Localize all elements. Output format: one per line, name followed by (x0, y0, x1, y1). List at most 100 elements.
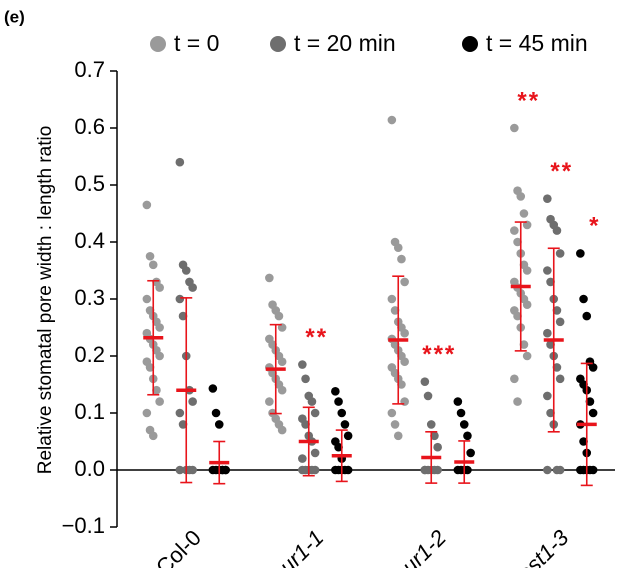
data-point (298, 454, 307, 463)
data-point (145, 251, 155, 261)
data-point (519, 340, 529, 349)
y-tick-label: 0.5 (74, 171, 105, 196)
x-tick-label: mur1-2 (384, 525, 451, 568)
y-tick-label: −0.1 (62, 513, 105, 538)
data-point (576, 249, 585, 258)
y-tick-label: 0.2 (74, 342, 105, 367)
significance: ** (550, 158, 573, 185)
y-axis-label: Relative stomatal pore width : length ra… (35, 126, 56, 475)
data-point (298, 360, 307, 369)
data-point (301, 420, 310, 429)
significance: *** (422, 341, 456, 368)
data-point (433, 442, 442, 452)
data-point (208, 384, 218, 393)
data-point (298, 465, 307, 475)
data-point (340, 420, 350, 429)
legend-label: t = 0 (174, 30, 219, 56)
data-point (397, 254, 406, 264)
data-point (390, 306, 400, 315)
data-point (466, 448, 475, 458)
data-point (188, 465, 197, 475)
data-point (148, 260, 158, 270)
data-point (423, 391, 433, 401)
data-point (142, 200, 152, 210)
y-tick-label: 0.4 (74, 228, 105, 253)
data-point (214, 420, 224, 429)
legend-label: t = 20 min (294, 30, 396, 56)
data-point (513, 237, 522, 247)
x-tick-label: Col-0 (151, 525, 206, 568)
data-point (152, 385, 161, 395)
data-point (155, 351, 164, 361)
data-point (588, 363, 598, 372)
data-point (453, 397, 463, 406)
data-point (588, 465, 598, 475)
data-point (310, 465, 320, 475)
data-point (155, 323, 164, 332)
data-point (277, 357, 287, 367)
y-tick-label: 0.0 (74, 456, 105, 481)
data-point (343, 465, 353, 475)
x-tick-label: ost1-3 (512, 524, 573, 568)
data-point (433, 465, 442, 475)
data-point (331, 387, 340, 396)
legend-marker (150, 36, 166, 52)
data-point (456, 408, 466, 418)
data-point (555, 249, 565, 258)
data-point (387, 115, 397, 125)
data-point (393, 243, 403, 252)
data-point (582, 311, 592, 321)
data-point (426, 420, 436, 429)
y-tick-label: 0.3 (74, 285, 105, 310)
data-point (175, 408, 185, 418)
data-point (510, 123, 519, 133)
data-point (543, 194, 552, 203)
data-point (277, 425, 287, 435)
significance: ** (517, 87, 540, 114)
data-point (463, 465, 472, 475)
data-point (337, 408, 347, 418)
data-point (265, 397, 274, 406)
data-point (265, 273, 274, 283)
data-point (310, 408, 320, 418)
data-point (510, 374, 519, 384)
data-point (420, 465, 430, 475)
data-point (307, 397, 317, 406)
data-point (463, 431, 472, 441)
data-point (277, 385, 287, 395)
data-point (188, 397, 197, 406)
data-point (585, 397, 595, 406)
data-point (211, 408, 221, 418)
data-point (334, 442, 343, 452)
data-point (516, 192, 526, 201)
data-point (555, 374, 565, 384)
data-point (543, 391, 552, 401)
data-point (390, 420, 400, 429)
x-tick-label: mur1-1 (261, 525, 328, 568)
data-point (552, 226, 562, 235)
data-point (178, 311, 188, 321)
data-point (155, 283, 164, 292)
data-point (145, 363, 155, 372)
data-point (387, 294, 397, 304)
data-point (546, 277, 555, 287)
data-point (274, 311, 284, 321)
panel-label: (e) (4, 7, 25, 26)
data-point (175, 465, 185, 475)
data-point (579, 437, 588, 446)
data-point (221, 465, 230, 475)
legend-marker (270, 36, 286, 52)
data-point (522, 266, 532, 275)
data-point (555, 317, 565, 327)
data-point (522, 351, 532, 361)
data-point (175, 157, 185, 167)
data-point (181, 266, 191, 275)
significance: * (589, 213, 600, 240)
data-point (393, 431, 403, 441)
data-point (546, 340, 555, 349)
y-tick-label: 0.1 (74, 399, 105, 424)
data-point (155, 397, 164, 406)
data-point (430, 431, 439, 441)
data-point (522, 300, 532, 310)
